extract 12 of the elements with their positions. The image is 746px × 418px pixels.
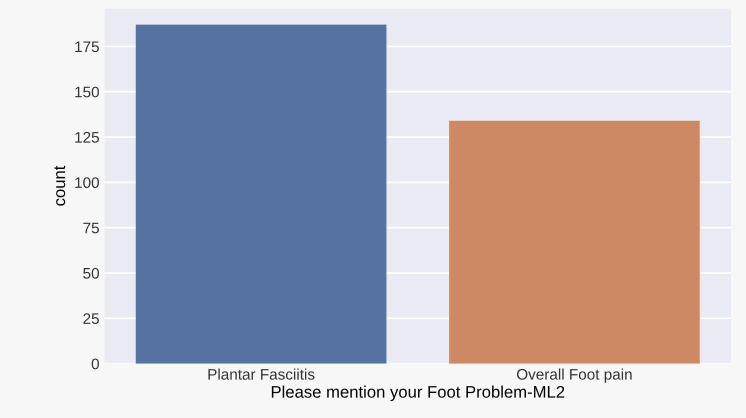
y-tick-label: 25	[83, 313, 99, 324]
y-tick-label: 175	[75, 41, 99, 52]
x-axis-title: Please mention your Foot Problem-ML2	[272, 386, 564, 402]
y-tick-label: 100	[75, 177, 99, 188]
y-tick-label: 50	[83, 268, 99, 279]
x-tick-label: Plantar Fasciitis	[208, 368, 314, 380]
y-tick-label: 0	[92, 358, 99, 370]
y-axis-title: count	[54, 166, 66, 206]
x-tick-label: Overall Foot pain	[516, 368, 632, 383]
y-tick-label: 125	[75, 132, 99, 143]
y-tick-label: 150	[75, 86, 99, 98]
y-tick-label: 75	[83, 222, 99, 234]
